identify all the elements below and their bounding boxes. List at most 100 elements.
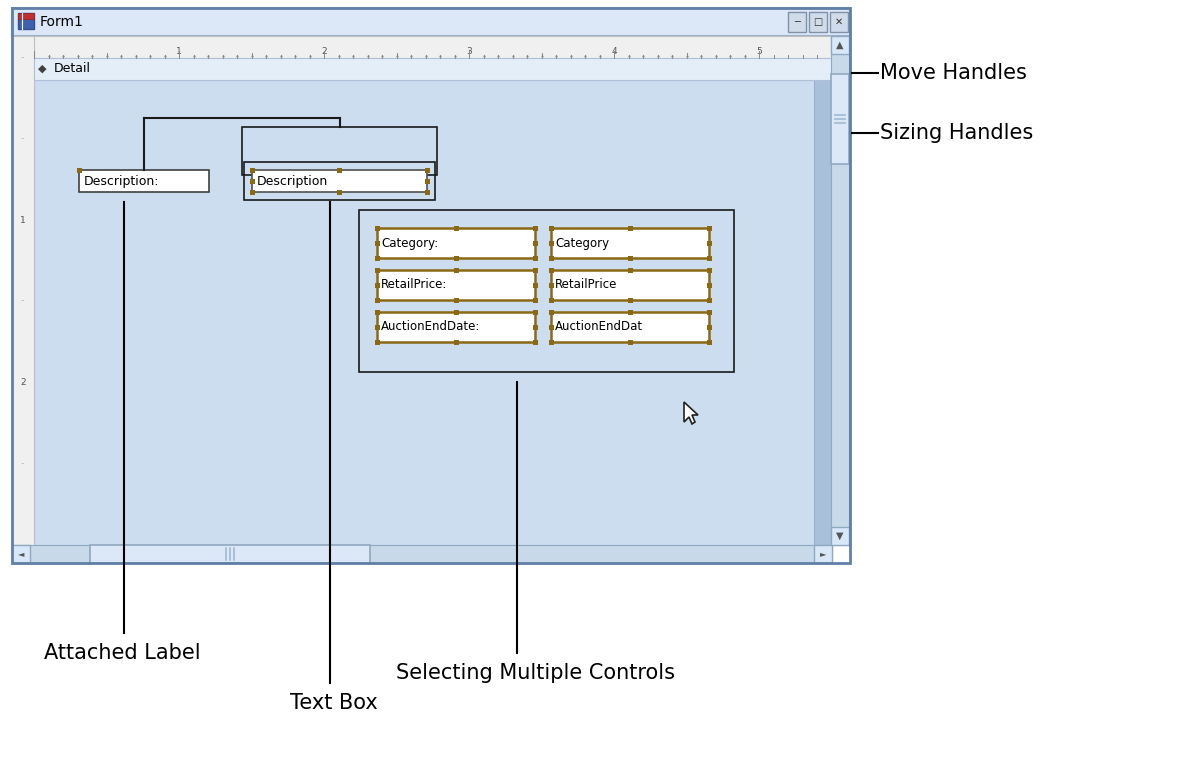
Bar xyxy=(454,310,459,314)
Bar xyxy=(551,270,709,300)
Bar xyxy=(374,324,379,330)
Bar xyxy=(425,178,430,184)
Bar xyxy=(454,256,459,260)
Bar xyxy=(814,545,832,563)
Bar xyxy=(707,310,712,314)
Bar xyxy=(79,170,209,192)
Text: 1: 1 xyxy=(176,46,182,56)
Text: RetailPrice: RetailPrice xyxy=(555,279,618,292)
Bar xyxy=(374,225,379,231)
Bar xyxy=(707,340,712,344)
Bar xyxy=(249,178,254,184)
Bar xyxy=(831,36,849,54)
Text: Category:: Category: xyxy=(380,236,438,249)
Text: ·: · xyxy=(22,53,25,63)
Text: ▲: ▲ xyxy=(837,40,844,50)
Bar xyxy=(532,283,537,287)
Bar xyxy=(532,310,537,314)
Bar xyxy=(532,268,537,273)
Bar xyxy=(549,310,554,314)
Bar xyxy=(532,297,537,303)
Bar xyxy=(374,283,379,287)
Text: AuctionEndDat: AuctionEndDat xyxy=(555,320,643,334)
Bar xyxy=(374,310,379,314)
Text: RetailPrice:: RetailPrice: xyxy=(380,279,448,292)
Bar xyxy=(377,270,535,300)
Bar xyxy=(532,340,537,344)
Text: □: □ xyxy=(814,17,822,27)
Bar xyxy=(551,228,709,258)
Bar xyxy=(12,8,850,36)
Text: Detail: Detail xyxy=(54,63,92,76)
Text: Description: Description xyxy=(256,174,329,188)
Bar xyxy=(377,228,535,258)
Bar xyxy=(707,268,712,273)
Bar xyxy=(532,225,537,231)
Text: ◆: ◆ xyxy=(37,64,46,74)
Text: 2: 2 xyxy=(321,46,327,56)
Bar xyxy=(90,545,370,563)
Bar xyxy=(627,310,632,314)
Text: ▼: ▼ xyxy=(837,531,844,541)
Bar xyxy=(374,340,379,344)
Bar xyxy=(831,36,849,545)
Bar xyxy=(549,268,554,273)
Text: ◄: ◄ xyxy=(18,550,24,558)
Bar xyxy=(374,256,379,260)
Bar xyxy=(18,13,34,29)
Bar xyxy=(337,189,342,195)
Bar xyxy=(425,189,430,195)
Bar xyxy=(12,545,30,563)
Text: ►: ► xyxy=(820,550,826,558)
Text: Move Handles: Move Handles xyxy=(880,63,1027,83)
Bar xyxy=(18,13,34,19)
Polygon shape xyxy=(684,402,698,424)
Bar xyxy=(454,340,459,344)
Bar xyxy=(831,527,849,545)
Text: ✕: ✕ xyxy=(834,17,843,27)
Bar xyxy=(549,225,554,231)
Bar xyxy=(337,168,342,172)
Bar xyxy=(549,241,554,245)
Bar xyxy=(77,168,82,172)
Bar xyxy=(249,189,254,195)
Bar xyxy=(34,36,832,58)
Bar xyxy=(707,324,712,330)
Bar xyxy=(34,58,832,80)
Bar xyxy=(454,268,459,273)
Text: AuctionEndDate:: AuctionEndDate: xyxy=(380,320,480,334)
Text: ·: · xyxy=(22,134,25,144)
Text: Description:: Description: xyxy=(84,174,159,188)
Bar xyxy=(830,12,848,32)
Text: ·: · xyxy=(22,215,25,225)
Text: Attached Label: Attached Label xyxy=(45,643,201,663)
Bar xyxy=(34,545,814,563)
Text: 5: 5 xyxy=(756,46,762,56)
Text: ─: ─ xyxy=(795,17,799,27)
Text: 1: 1 xyxy=(20,216,25,225)
Bar xyxy=(249,168,254,172)
Bar xyxy=(627,256,632,260)
Text: ·: · xyxy=(22,296,25,306)
Bar xyxy=(532,241,537,245)
Bar xyxy=(831,74,849,164)
Bar xyxy=(374,241,379,245)
Bar xyxy=(34,80,814,545)
Bar xyxy=(374,268,379,273)
Bar xyxy=(454,225,459,231)
Bar xyxy=(549,256,554,260)
Bar xyxy=(809,12,827,32)
Bar xyxy=(707,256,712,260)
Text: Form1: Form1 xyxy=(40,15,84,29)
Bar xyxy=(549,283,554,287)
Bar xyxy=(244,162,435,200)
Bar xyxy=(374,297,379,303)
Text: 2: 2 xyxy=(20,378,25,388)
Bar xyxy=(707,241,712,245)
Bar xyxy=(532,256,537,260)
Bar xyxy=(252,170,427,192)
Text: 4: 4 xyxy=(612,46,618,56)
Bar xyxy=(549,324,554,330)
Text: ·: · xyxy=(22,459,25,469)
Bar xyxy=(12,545,832,563)
